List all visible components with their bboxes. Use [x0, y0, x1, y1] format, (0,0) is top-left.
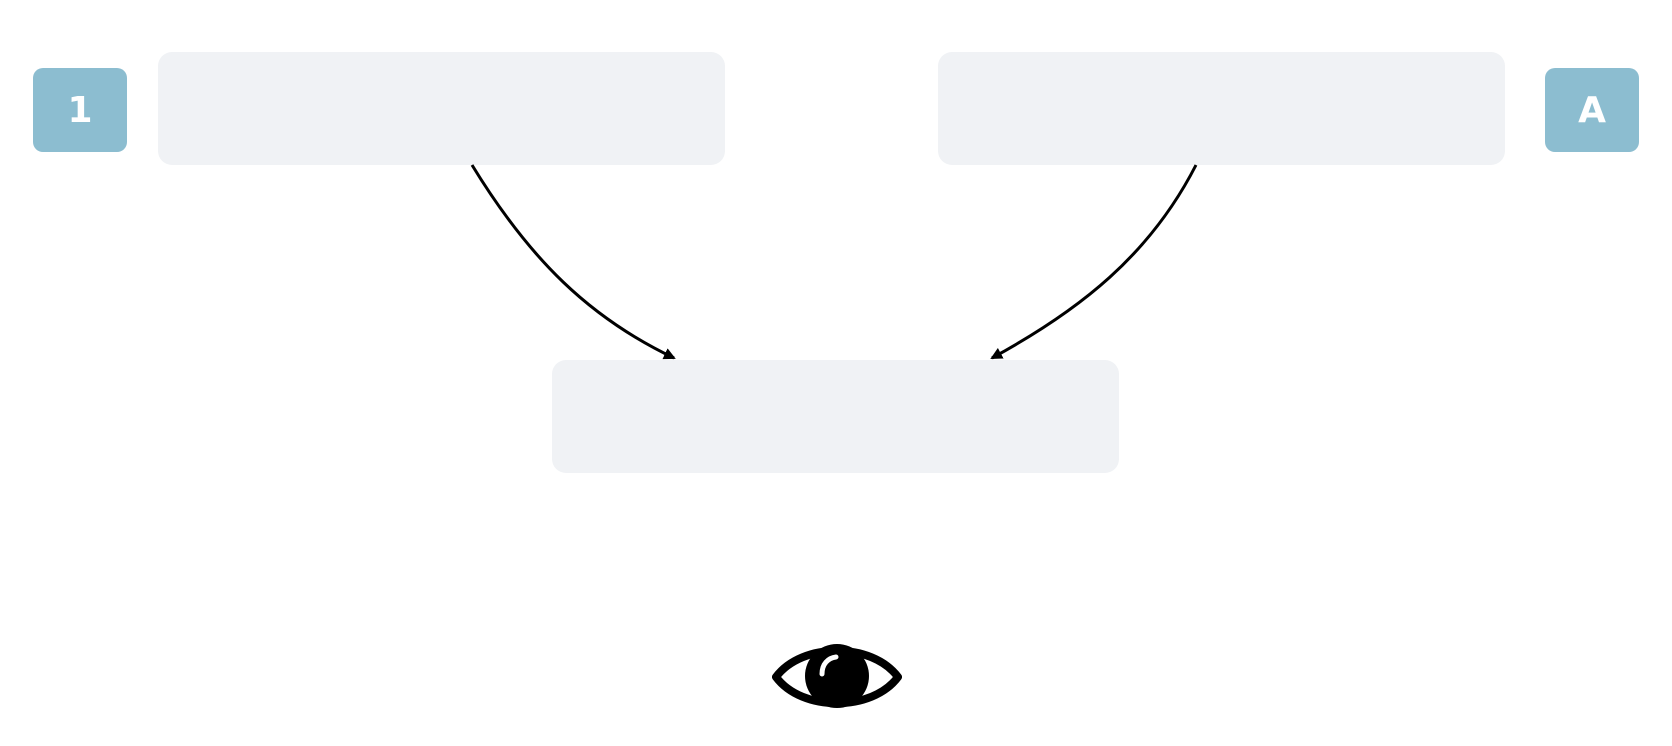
- eye-icon: [772, 634, 902, 724]
- box-top-right: [938, 52, 1505, 165]
- arrow-right-to-bottom: [990, 164, 1198, 360]
- badge-letter: A: [1545, 68, 1639, 152]
- badge-number: 1: [33, 68, 127, 152]
- box-bottom-center: [552, 360, 1119, 473]
- badge-letter-label: A: [1578, 89, 1606, 131]
- box-top-left: [158, 52, 725, 165]
- badge-number-label: 1: [67, 89, 93, 131]
- arrow-left-to-bottom: [470, 164, 676, 360]
